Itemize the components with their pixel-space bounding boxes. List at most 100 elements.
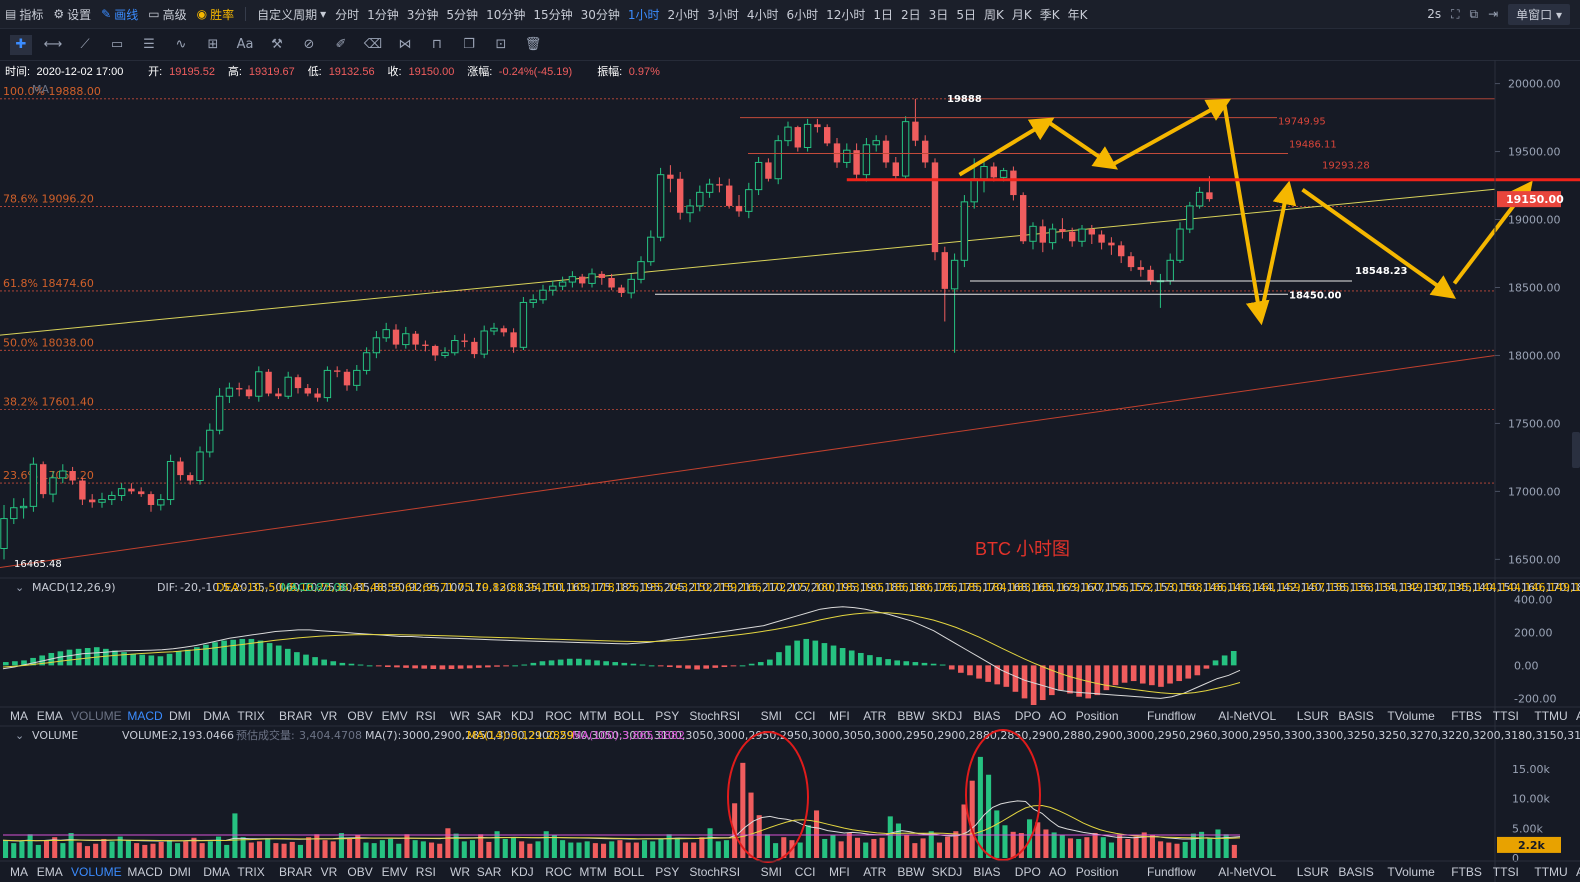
timeframe-2[interactable]: 1分钟 [367,7,399,22]
indicator-tab-ttmu[interactable]: TTMU [1534,709,1567,723]
rectangle-tool-icon[interactable]: ▭ [110,37,124,52]
indicator-tab-bias[interactable]: BIAS [973,709,1000,723]
macd-collapse-icon[interactable]: ⌄ [15,581,24,594]
side-panel-handle[interactable] [1572,432,1580,468]
indicator-tab-emv[interactable]: EMV [382,865,408,879]
fib-tool-icon[interactable]: ⚒ [271,37,283,52]
timeframe-4[interactable]: 5分钟 [446,7,479,22]
indicator-tab-ema[interactable]: EMA [37,865,63,879]
indicator-tab-ao[interactable]: AO [1049,865,1066,879]
indicator-tab-stochrsi[interactable]: StochRSI [689,709,740,723]
trash-tool-icon[interactable]: 🗑 [524,37,542,52]
indicator-tab-lsur[interactable]: LSUR [1297,865,1329,879]
indicator-tab-sar[interactable]: SAR [477,709,502,723]
indicator-tab-trix[interactable]: TRIX [237,709,264,723]
indicator-tab-macd[interactable]: MACD [127,709,163,723]
lock-tool-icon[interactable]: ⊓ [431,37,443,52]
indicator-tab-ai-netvol[interactable]: AI-NetVOL [1218,709,1276,723]
indicator-tab-ai-bsi[interactable]: AI-BSI [1576,865,1580,879]
indicator-tab-kdj[interactable]: KDJ [511,865,534,879]
indicator-tab-position[interactable]: Position [1076,865,1119,879]
timeframe-8[interactable]: 1小时 [627,7,660,22]
wave-tool-icon[interactable]: ∿ [175,37,187,52]
brush-tool-icon[interactable]: ✐ [335,37,347,52]
indicator-tab-macd[interactable]: MACD [127,865,163,879]
indicator-tab-obv[interactable]: OBV [347,865,372,879]
indicator-tab-roc[interactable]: ROC [545,865,572,879]
indicator-tab-smi[interactable]: SMI [761,865,782,879]
trend-line-tool-icon[interactable]: ⟋ [80,37,90,52]
indicator-tab-basis[interactable]: BASIS [1338,709,1373,723]
indicator-tab-bias[interactable]: BIAS [973,865,1000,879]
indicator-tab-ftbs[interactable]: FTBS [1451,709,1482,723]
indicator-tab-smi[interactable]: SMI [761,709,782,723]
timeframe-11[interactable]: 4小时 [746,7,779,22]
timeframe-5[interactable]: 10分钟 [486,7,526,22]
indicator-tab-tvolume[interactable]: TVolume [1387,709,1435,723]
indicator-tab-dma[interactable]: DMA [203,865,230,879]
indicator-tab-cci[interactable]: CCI [795,709,816,723]
timeframe-19[interactable]: 月K [1011,7,1032,22]
indicator-tab-cci[interactable]: CCI [795,865,816,879]
popout-icon[interactable]: ⧉ [1469,6,1479,21]
indicator-tab-brar[interactable]: BRAR [279,709,313,723]
indicator-tab-skdj[interactable]: SKDJ [932,865,963,879]
timeframe-16[interactable]: 3日 [928,7,949,22]
indicator-tab-mtm[interactable]: MTM [579,865,606,879]
volume-collapse-icon[interactable]: ⌄ [15,729,24,742]
timeframe-18[interactable]: 周K [983,7,1004,22]
screenshot-tool-icon[interactable]: ⊡ [495,37,507,52]
indicator-tab-stochrsi[interactable]: StochRSI [689,865,740,879]
indicator-tab-vr[interactable]: VR [321,865,338,879]
chart-canvas[interactable]: 100.0% 19888.00 78.6% 19096.20 61.8% 18474… [0,60,1580,882]
indicator-tab-ttsi[interactable]: TTSI [1493,865,1519,879]
measure-tool-icon[interactable]: ⊞ [207,37,219,52]
indicator-tab-fundflow[interactable]: Fundflow [1147,709,1196,723]
indicator-tab-brar[interactable]: BRAR [279,865,313,879]
collapse-icon[interactable]: ⇥ [1488,7,1499,21]
indicator-tab-obv[interactable]: OBV [347,709,372,723]
indicator-tab-skdj[interactable]: SKDJ [932,709,963,723]
indicator-tab-tvolume[interactable]: TVolume [1387,865,1435,879]
timeframe-17[interactable]: 5日 [956,7,976,22]
timeframe-15[interactable]: 2日 [901,7,921,22]
indicator-tab-psy[interactable]: PSY [655,865,679,879]
indicator-tab-lsur[interactable]: LSUR [1297,709,1329,723]
horizontal-line-tool-icon[interactable]: ⟷ [43,37,63,52]
indicator-tab-dpo[interactable]: DPO [1015,709,1041,723]
indicator-tab-wr[interactable]: WR [450,865,470,879]
indicator-tab-ttsi[interactable]: TTSI [1493,709,1519,723]
indicator-tab-position[interactable]: Position [1076,709,1119,723]
magnet-tool-icon[interactable]: ⊘ [303,37,315,52]
indicator-tab-volume[interactable]: VOLUME [71,709,122,723]
timeframe-9[interactable]: 2小时 [667,7,700,22]
indicator-tab-mtm[interactable]: MTM [579,709,606,723]
indicator-tab-ao[interactable]: AO [1049,709,1066,723]
indicator-tab-dmi[interactable]: DMI [169,709,191,723]
indicator-tab-dma[interactable]: DMA [203,709,230,723]
fullscreen-icon[interactable]: ⛶ [1451,6,1460,21]
indicator-tab-mfi[interactable]: MFI [829,709,850,723]
timeframe-6[interactable]: 15分钟 [533,7,573,22]
copy-tool-icon[interactable]: ❐ [463,37,475,52]
indicator-tab-fundflow[interactable]: Fundflow [1147,865,1196,879]
window-mode-dropdown[interactable]: 单窗口 ▾ [1508,3,1570,25]
pattern-tool-icon[interactable]: ⋈ [398,37,412,52]
crosshair-tool-icon[interactable]: ✚ [10,34,32,55]
indicator-tab-ai-bsi[interactable]: AI-BSI [1576,709,1580,723]
settings-button[interactable]: ⚙ 设置 [48,6,96,23]
text-tool-icon[interactable]: Aa [236,37,254,52]
indicator-tab-mfi[interactable]: MFI [829,865,850,879]
timeframe-21[interactable]: 年K [1067,7,1088,22]
indicator-tab-ema[interactable]: EMA [37,709,63,723]
indicator-tab-sar[interactable]: SAR [477,865,502,879]
timeframe-13[interactable]: 12小时 [826,7,866,22]
indicator-tab-psy[interactable]: PSY [655,709,679,723]
indicator-tab-dmi[interactable]: DMI [169,865,191,879]
indicator-tab-emv[interactable]: EMV [382,709,408,723]
indicator-tab-ma[interactable]: MA [10,865,28,879]
indicator-tab-roc[interactable]: ROC [545,709,572,723]
indicator-tab-ftbs[interactable]: FTBS [1451,865,1482,879]
indicator-tab-wr[interactable]: WR [450,709,470,723]
timeframe-20[interactable]: 季K [1039,7,1060,22]
